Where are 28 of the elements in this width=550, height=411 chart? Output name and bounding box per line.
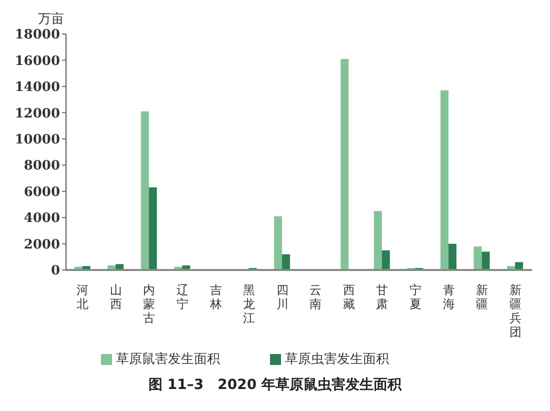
x-tick-label: 宁夏 (410, 283, 422, 311)
text: 图 11–3 2020 年草原鼠虫害发生面积 (148, 376, 403, 394)
x-tick-label: 吉林 (208, 283, 222, 311)
legend-label: 草原鼠害发生面积 (116, 352, 220, 367)
y-tick-label: 10000 (14, 132, 60, 148)
y-tick-label: 8000 (24, 158, 60, 174)
x-tick-label: 西藏 (342, 283, 355, 311)
y-tick-label: 2000 (24, 237, 60, 252)
y-tick-label: 6000 (24, 184, 60, 200)
x-tick-label: 云南 (310, 283, 322, 311)
x-tick-label: 黑龙江 (243, 283, 256, 325)
y-tick-label: 4000 (24, 211, 60, 226)
y-tick-label: 14000 (14, 80, 60, 96)
x-tick-label: 四川 (276, 283, 288, 311)
x-tick-label: 内蒙古 (143, 283, 156, 325)
x-tick-label: 河北 (76, 283, 89, 311)
x-tick-label: 新疆兵团 (509, 283, 522, 339)
x-tick-label: 青海 (442, 283, 455, 311)
y-axis-title: 万亩 (38, 11, 64, 28)
x-tick-label: 新疆 (476, 283, 488, 311)
y-tick-label: 18000 (14, 28, 60, 43)
y-tick-label: 0 (50, 264, 60, 279)
x-tick-label: 山西 (110, 283, 122, 311)
y-tick-label: 16000 (14, 54, 60, 69)
x-tick-label: 辽宁 (176, 283, 188, 311)
y-tick-label: 12000 (14, 106, 60, 122)
x-tick-label: 甘肃 (376, 283, 388, 311)
legend-label: 草原虫害发生面积 (285, 352, 389, 367)
